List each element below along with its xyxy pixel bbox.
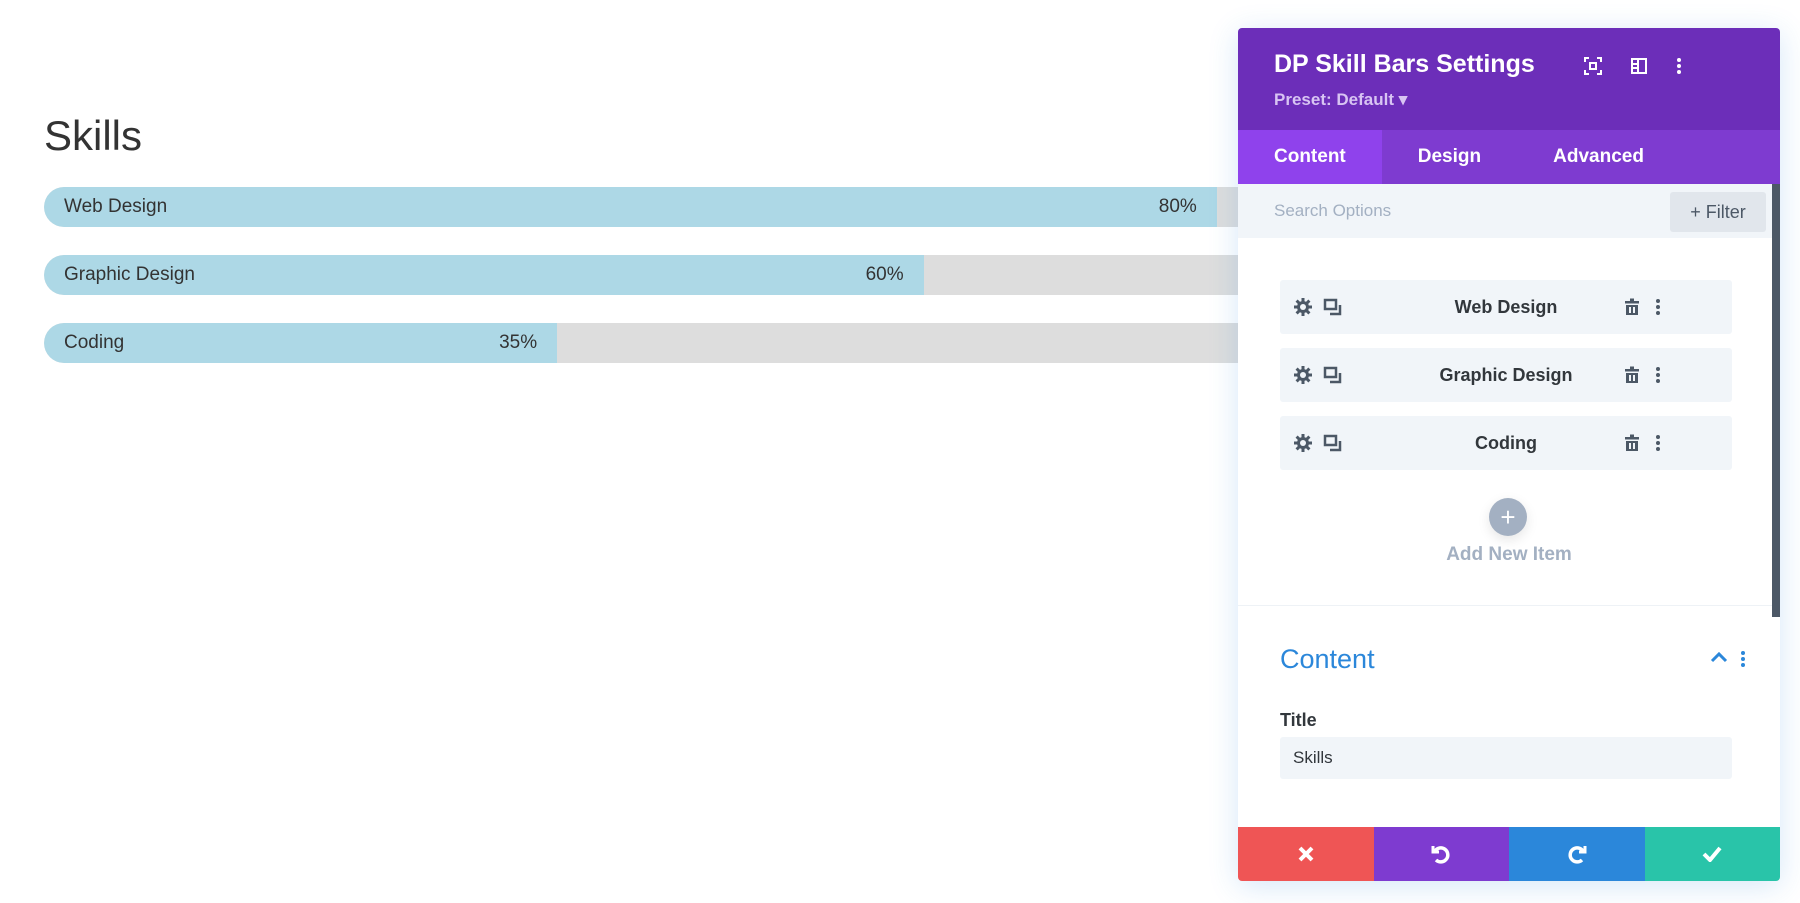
add-item-button[interactable]: +: [1489, 498, 1527, 536]
item-label: Web Design: [1454, 297, 1558, 317]
title-field-input[interactable]: [1280, 737, 1732, 779]
item-label: Coding: [1475, 433, 1537, 453]
focus-icon[interactable]: [1581, 54, 1605, 78]
list-item[interactable]: Coding: [1280, 416, 1732, 470]
gear-icon[interactable]: [1291, 363, 1315, 387]
skills-title: Skills: [44, 112, 143, 159]
panel-tabs: Content Design Advanced: [1238, 130, 1780, 184]
skill-bar-fill: 80%: [44, 187, 1217, 227]
undo-button[interactable]: [1373, 827, 1509, 881]
more-vertical-icon[interactable]: [1646, 431, 1670, 455]
more-vertical-icon[interactable]: [1646, 295, 1670, 319]
close-icon: [1298, 846, 1314, 862]
save-button[interactable]: [1644, 827, 1780, 881]
skill-label: Web Design: [64, 196, 168, 217]
panel-header: DP Skill Bars Settings Preset: Default ▾: [1238, 28, 1780, 130]
search-input[interactable]: [1238, 184, 1658, 238]
divider: [1238, 605, 1772, 606]
tab-content[interactable]: Content: [1238, 130, 1382, 184]
section-more-icon[interactable]: [1740, 650, 1746, 673]
tab-advanced[interactable]: Advanced: [1553, 146, 1644, 167]
skill-label: Coding: [64, 332, 125, 353]
panel-footer: [1238, 827, 1780, 881]
duplicate-icon[interactable]: [1321, 363, 1345, 387]
list-item[interactable]: Web Design: [1280, 280, 1732, 334]
section-title[interactable]: Content: [1280, 644, 1375, 674]
tab-design[interactable]: Design: [1417, 146, 1482, 167]
more-vertical-icon[interactable]: [1667, 54, 1691, 78]
redo-button[interactable]: [1509, 827, 1645, 881]
skill-percent: 80%: [1158, 196, 1197, 217]
skill-bar-fill: 60%: [44, 255, 924, 295]
gear-icon[interactable]: [1291, 431, 1315, 455]
settings-panel: DP Skill Bars Settings Preset: Default ▾…: [1238, 28, 1780, 881]
gear-icon[interactable]: [1291, 295, 1315, 319]
undo-icon: [1431, 846, 1450, 864]
panel-title: DP Skill Bars Settings: [1274, 50, 1535, 78]
scrollbar[interactable]: [1772, 184, 1780, 617]
item-label: Graphic Design: [1439, 365, 1573, 385]
title-field-label: Title: [1280, 710, 1317, 730]
skill-bar: 60% Graphic Design: [44, 255, 1510, 295]
discard-button[interactable]: [1238, 827, 1374, 881]
check-icon: [1702, 846, 1722, 862]
redo-icon: [1568, 846, 1587, 864]
skill-percent: 60%: [865, 264, 904, 285]
trash-icon[interactable]: [1620, 431, 1644, 455]
trash-icon[interactable]: [1620, 295, 1644, 319]
skill-bar-fill: 35%: [44, 323, 558, 363]
preset-dropdown[interactable]: Preset: Default ▾: [1274, 90, 1408, 109]
duplicate-icon[interactable]: [1321, 431, 1345, 455]
chevron-up-icon[interactable]: [1710, 650, 1728, 668]
filter-button[interactable]: + Filter: [1670, 192, 1766, 232]
list-item[interactable]: Graphic Design: [1280, 348, 1732, 402]
duplicate-icon[interactable]: [1321, 295, 1345, 319]
trash-icon[interactable]: [1620, 363, 1644, 387]
search-bar: + Filter: [1238, 184, 1780, 238]
skill-label: Graphic Design: [64, 264, 195, 285]
sidebar-layout-icon[interactable]: [1627, 54, 1651, 78]
skill-percent: 35%: [499, 332, 538, 353]
more-vertical-icon[interactable]: [1646, 363, 1670, 387]
add-item-label[interactable]: Add New Item: [1446, 544, 1572, 565]
